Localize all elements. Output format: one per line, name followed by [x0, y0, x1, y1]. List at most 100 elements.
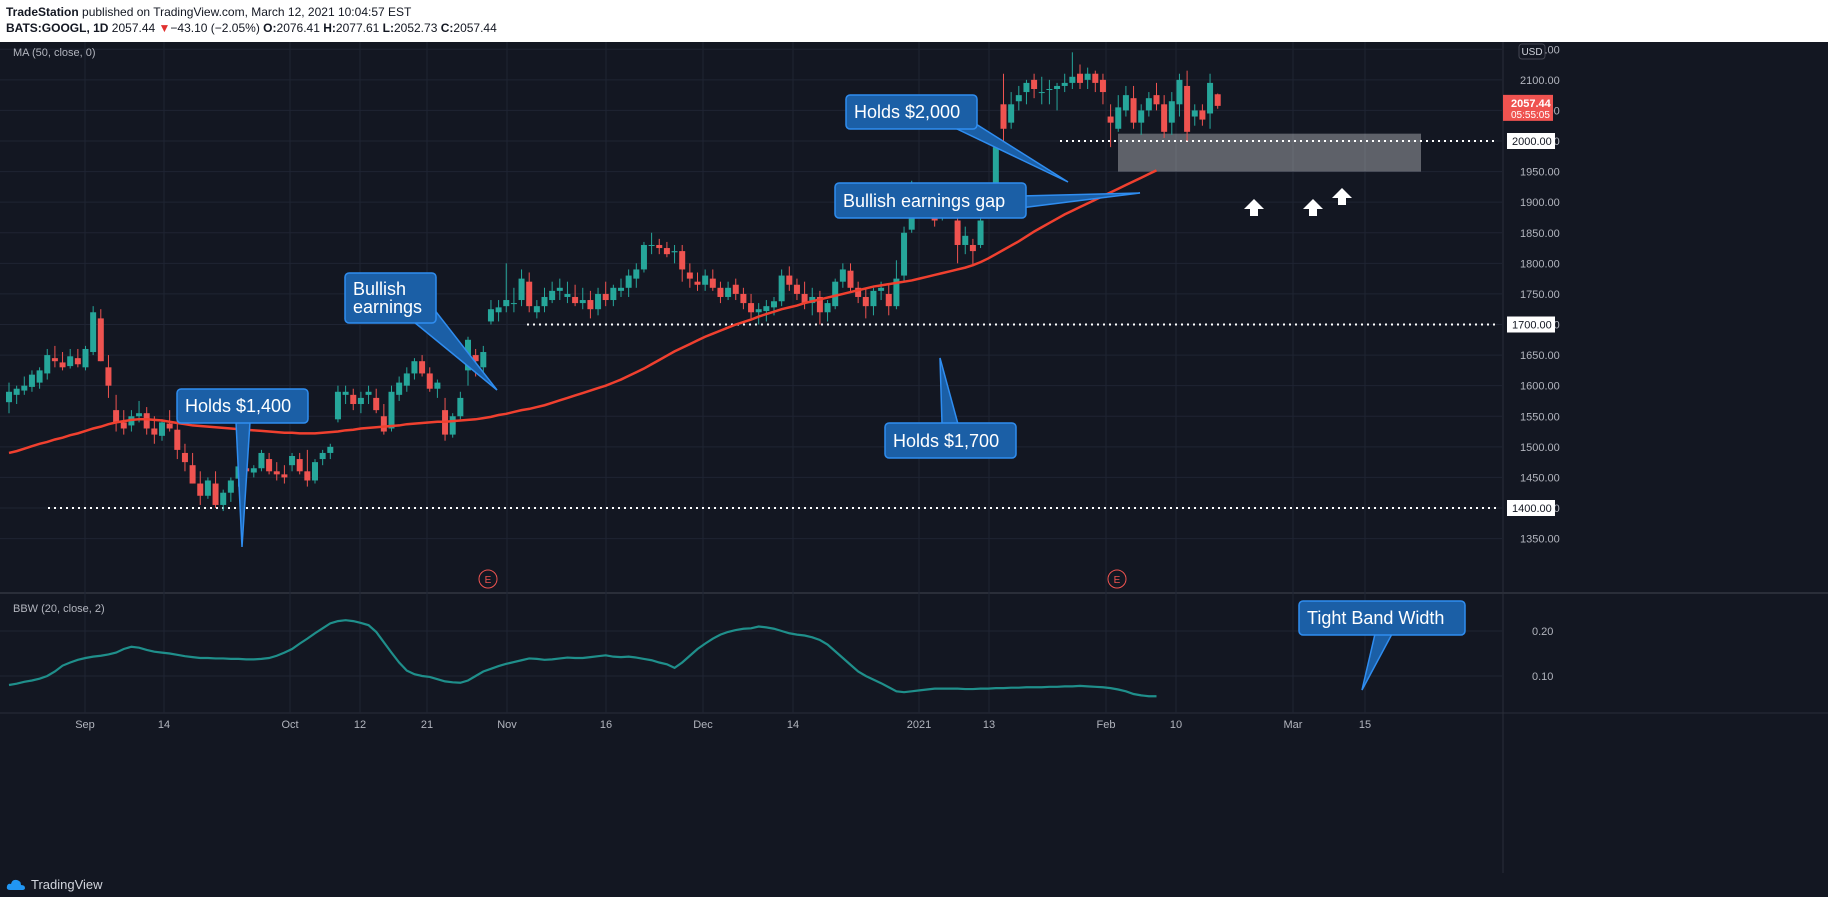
- candle-down: [59, 362, 66, 368]
- candle-up: [44, 355, 51, 374]
- candle-up: [893, 278, 900, 307]
- annotation-callout[interactable]: Tight Band Width: [1298, 600, 1466, 691]
- ma-indicator-label: MA (50, close, 0): [13, 47, 96, 59]
- tradingview-logo[interactable]: TradingView: [6, 877, 103, 892]
- candle-up: [159, 422, 165, 436]
- bbw-indicator-label: BBW (20, close, 2): [13, 603, 105, 615]
- symbol-label[interactable]: BATS:GOOGL, 1D: [6, 21, 109, 35]
- x-tick-label: 12: [354, 719, 366, 731]
- candle-down: [602, 293, 609, 301]
- y-tick-label: 1750.00: [1520, 289, 1560, 301]
- candle-down: [51, 358, 58, 362]
- candle-up: [1015, 95, 1022, 102]
- up-arrow-icon: [1332, 188, 1352, 205]
- candle-up: [1122, 95, 1129, 111]
- candle-down: [1161, 104, 1168, 132]
- candle-up: [357, 397, 364, 405]
- candle-up: [1168, 101, 1175, 123]
- currency-label: USD: [1521, 47, 1542, 58]
- candle-down: [472, 355, 479, 362]
- chart-area[interactable]: Sep14Oct1221Nov16Dec14202113Feb10Mar1522…: [0, 42, 1828, 873]
- candle-down: [151, 428, 158, 435]
- high-value: 2077.61: [335, 21, 380, 35]
- candle-up: [334, 391, 341, 420]
- earnings-marker-label: E: [485, 575, 492, 586]
- candle-up: [82, 348, 89, 368]
- candle-up: [1069, 76, 1076, 83]
- candle-up: [541, 296, 548, 307]
- x-tick-label: 10: [1170, 719, 1182, 731]
- candle-up: [136, 413, 143, 417]
- y-tick-label: 1500.00: [1520, 442, 1560, 454]
- x-tick-label: 15: [1359, 719, 1371, 731]
- candle-up: [204, 480, 211, 496]
- candle-up: [549, 290, 556, 301]
- candle-up: [962, 235, 969, 245]
- ma50-line: [8, 169, 1158, 455]
- candle-up: [258, 452, 265, 469]
- candle-up: [610, 287, 617, 301]
- candle-up: [901, 232, 908, 276]
- annotation-box: [176, 388, 309, 424]
- annotation-text: Tight Band Width: [1307, 608, 1444, 628]
- candle-down: [793, 284, 800, 294]
- close-value: 2057.44: [453, 21, 497, 35]
- annotation-box: [1298, 600, 1466, 636]
- earnings-marker: [478, 569, 498, 589]
- candle-down: [266, 459, 273, 472]
- candle-up: [518, 278, 525, 301]
- candle-up: [579, 300, 586, 304]
- candle-down: [954, 220, 961, 245]
- level-price-tag: [1507, 133, 1555, 149]
- candle-down: [663, 248, 670, 255]
- candle-up: [312, 462, 318, 481]
- candle-down: [847, 270, 854, 288]
- candle-up: [763, 306, 770, 312]
- annotation-callout[interactable]: Holds $1,700: [884, 357, 1017, 459]
- candle-down: [304, 471, 311, 481]
- candle-down: [113, 410, 120, 423]
- candle-down: [816, 296, 823, 313]
- x-tick-label: 16: [600, 719, 612, 731]
- candle-down: [1130, 98, 1137, 123]
- candle-down: [1199, 110, 1206, 120]
- candle-down: [197, 483, 204, 496]
- candle-down: [572, 296, 579, 304]
- last-price-value: 2057.44: [1511, 98, 1552, 110]
- candle-down: [1099, 79, 1106, 93]
- up-arrow-icon: [1303, 199, 1323, 216]
- candle-up: [1054, 85, 1061, 90]
- y-tick-label: 1550.00: [1520, 411, 1560, 423]
- candle-up: [633, 269, 640, 279]
- x-tick-label: 14: [787, 719, 799, 731]
- candle-up: [510, 303, 517, 305]
- candle-up: [411, 361, 418, 374]
- chart-svg[interactable]: Sep14Oct1221Nov16Dec14202113Feb10Mar1522…: [0, 42, 1828, 873]
- candle-up: [908, 208, 915, 230]
- y-tick-label: 1850.00: [1520, 228, 1560, 240]
- annotation-callout[interactable]: Bullish earnings gap: [834, 182, 1141, 219]
- publisher-name[interactable]: TradeStation: [6, 5, 79, 19]
- candle-down: [296, 459, 303, 472]
- candle-up: [824, 303, 831, 313]
- candle-up: [449, 416, 456, 435]
- candle-up: [725, 287, 732, 297]
- high-label: H:: [323, 21, 336, 35]
- candle-up: [365, 391, 372, 395]
- annotation-callout[interactable]: Holds $1,400: [176, 388, 309, 548]
- candle-down: [1214, 94, 1221, 106]
- candle-up: [220, 492, 227, 505]
- annotation-text: Holds $1,400: [185, 396, 291, 416]
- candle-up: [1191, 110, 1198, 117]
- earnings-marker: [1107, 569, 1127, 589]
- candle-up: [618, 287, 624, 291]
- annotation-text: Holds $2,000: [854, 102, 960, 122]
- candle-up: [36, 370, 43, 383]
- y-tick-label: 1450.00: [1520, 472, 1560, 484]
- cloud-icon: [6, 879, 26, 890]
- level-price-value: 2000.00: [1512, 136, 1552, 148]
- annotation-callout[interactable]: Holds $2,000: [845, 94, 1069, 183]
- x-tick-label: Sep: [75, 719, 95, 731]
- candle-up: [671, 251, 678, 253]
